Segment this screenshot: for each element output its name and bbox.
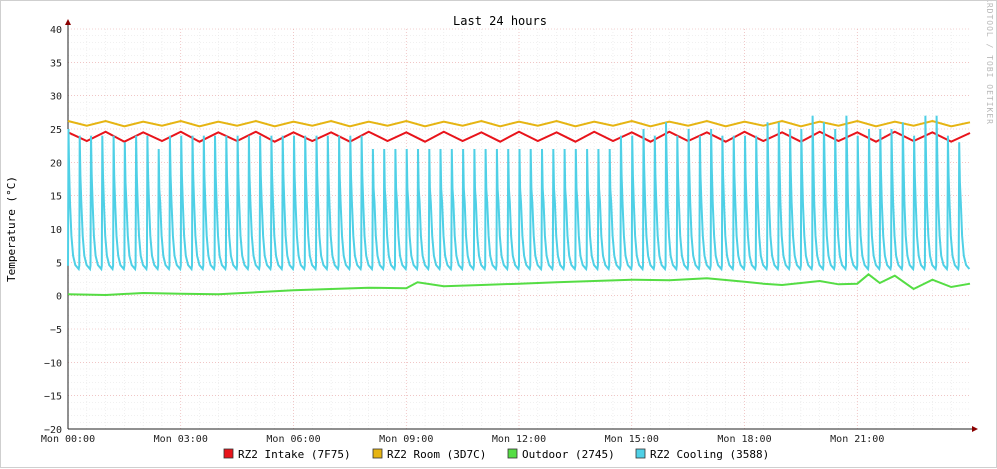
legend-swatch (635, 448, 646, 459)
y-tick-label: 40 (50, 25, 62, 36)
legend-label: Outdoor (2745) (522, 448, 615, 461)
series-lines (67, 115, 971, 297)
rrdtool-watermark: RRDTOOL / TOBI OETIKER (985, 1, 994, 125)
chart-title: Last 24 hours (453, 14, 547, 28)
y-tick-label: 30 (50, 92, 62, 103)
y-tick-label: −15 (44, 392, 62, 403)
y-tick-label: 25 (50, 125, 62, 136)
x-tick-label: Mon 15:00 (605, 434, 659, 445)
x-tick-label: Mon 00:00 (41, 434, 95, 445)
y-tick-label: 35 (50, 58, 62, 69)
x-tick-label: Mon 06:00 (266, 434, 320, 445)
x-tick-label: Mon 03:00 (154, 434, 208, 445)
y-axis-label: Temperature (°C) (5, 176, 18, 282)
legend-swatch (223, 448, 234, 459)
x-tick-label: Mon 21:00 (830, 434, 884, 445)
y-tick-label: −5 (50, 325, 62, 336)
series-line-1 (67, 119, 971, 128)
series-line-cooling (67, 115, 971, 272)
series-line-0 (67, 130, 971, 143)
legend-swatch (372, 448, 383, 459)
legend-label: RZ2 Room (3D7C) (387, 448, 486, 461)
x-tick-label: Mon 18:00 (717, 434, 771, 445)
x-axis-arrow-icon (972, 426, 978, 432)
y-tick-label: 0 (56, 292, 62, 303)
y-tick-label: 10 (50, 225, 62, 236)
y-tick-label: 5 (56, 258, 62, 269)
series-line-2 (67, 273, 971, 297)
legend: RZ2 Intake (7F75) RZ2 Room (3D7C) Outdoor … (223, 448, 769, 461)
y-tick-label: −10 (44, 358, 62, 369)
y-tick-label: 15 (50, 192, 62, 203)
legend-label: RZ2 Intake (7F75) (238, 448, 351, 461)
legend-label: RZ2 Cooling (3588) (650, 448, 769, 461)
y-tick-label: −20 (44, 425, 62, 436)
y-tick-label: 20 (50, 158, 62, 169)
legend-swatch (507, 448, 518, 459)
x-tick-label: Mon 09:00 (379, 434, 433, 445)
x-tick-label: Mon 12:00 (492, 434, 546, 445)
y-axis-arrow-icon (65, 19, 71, 25)
